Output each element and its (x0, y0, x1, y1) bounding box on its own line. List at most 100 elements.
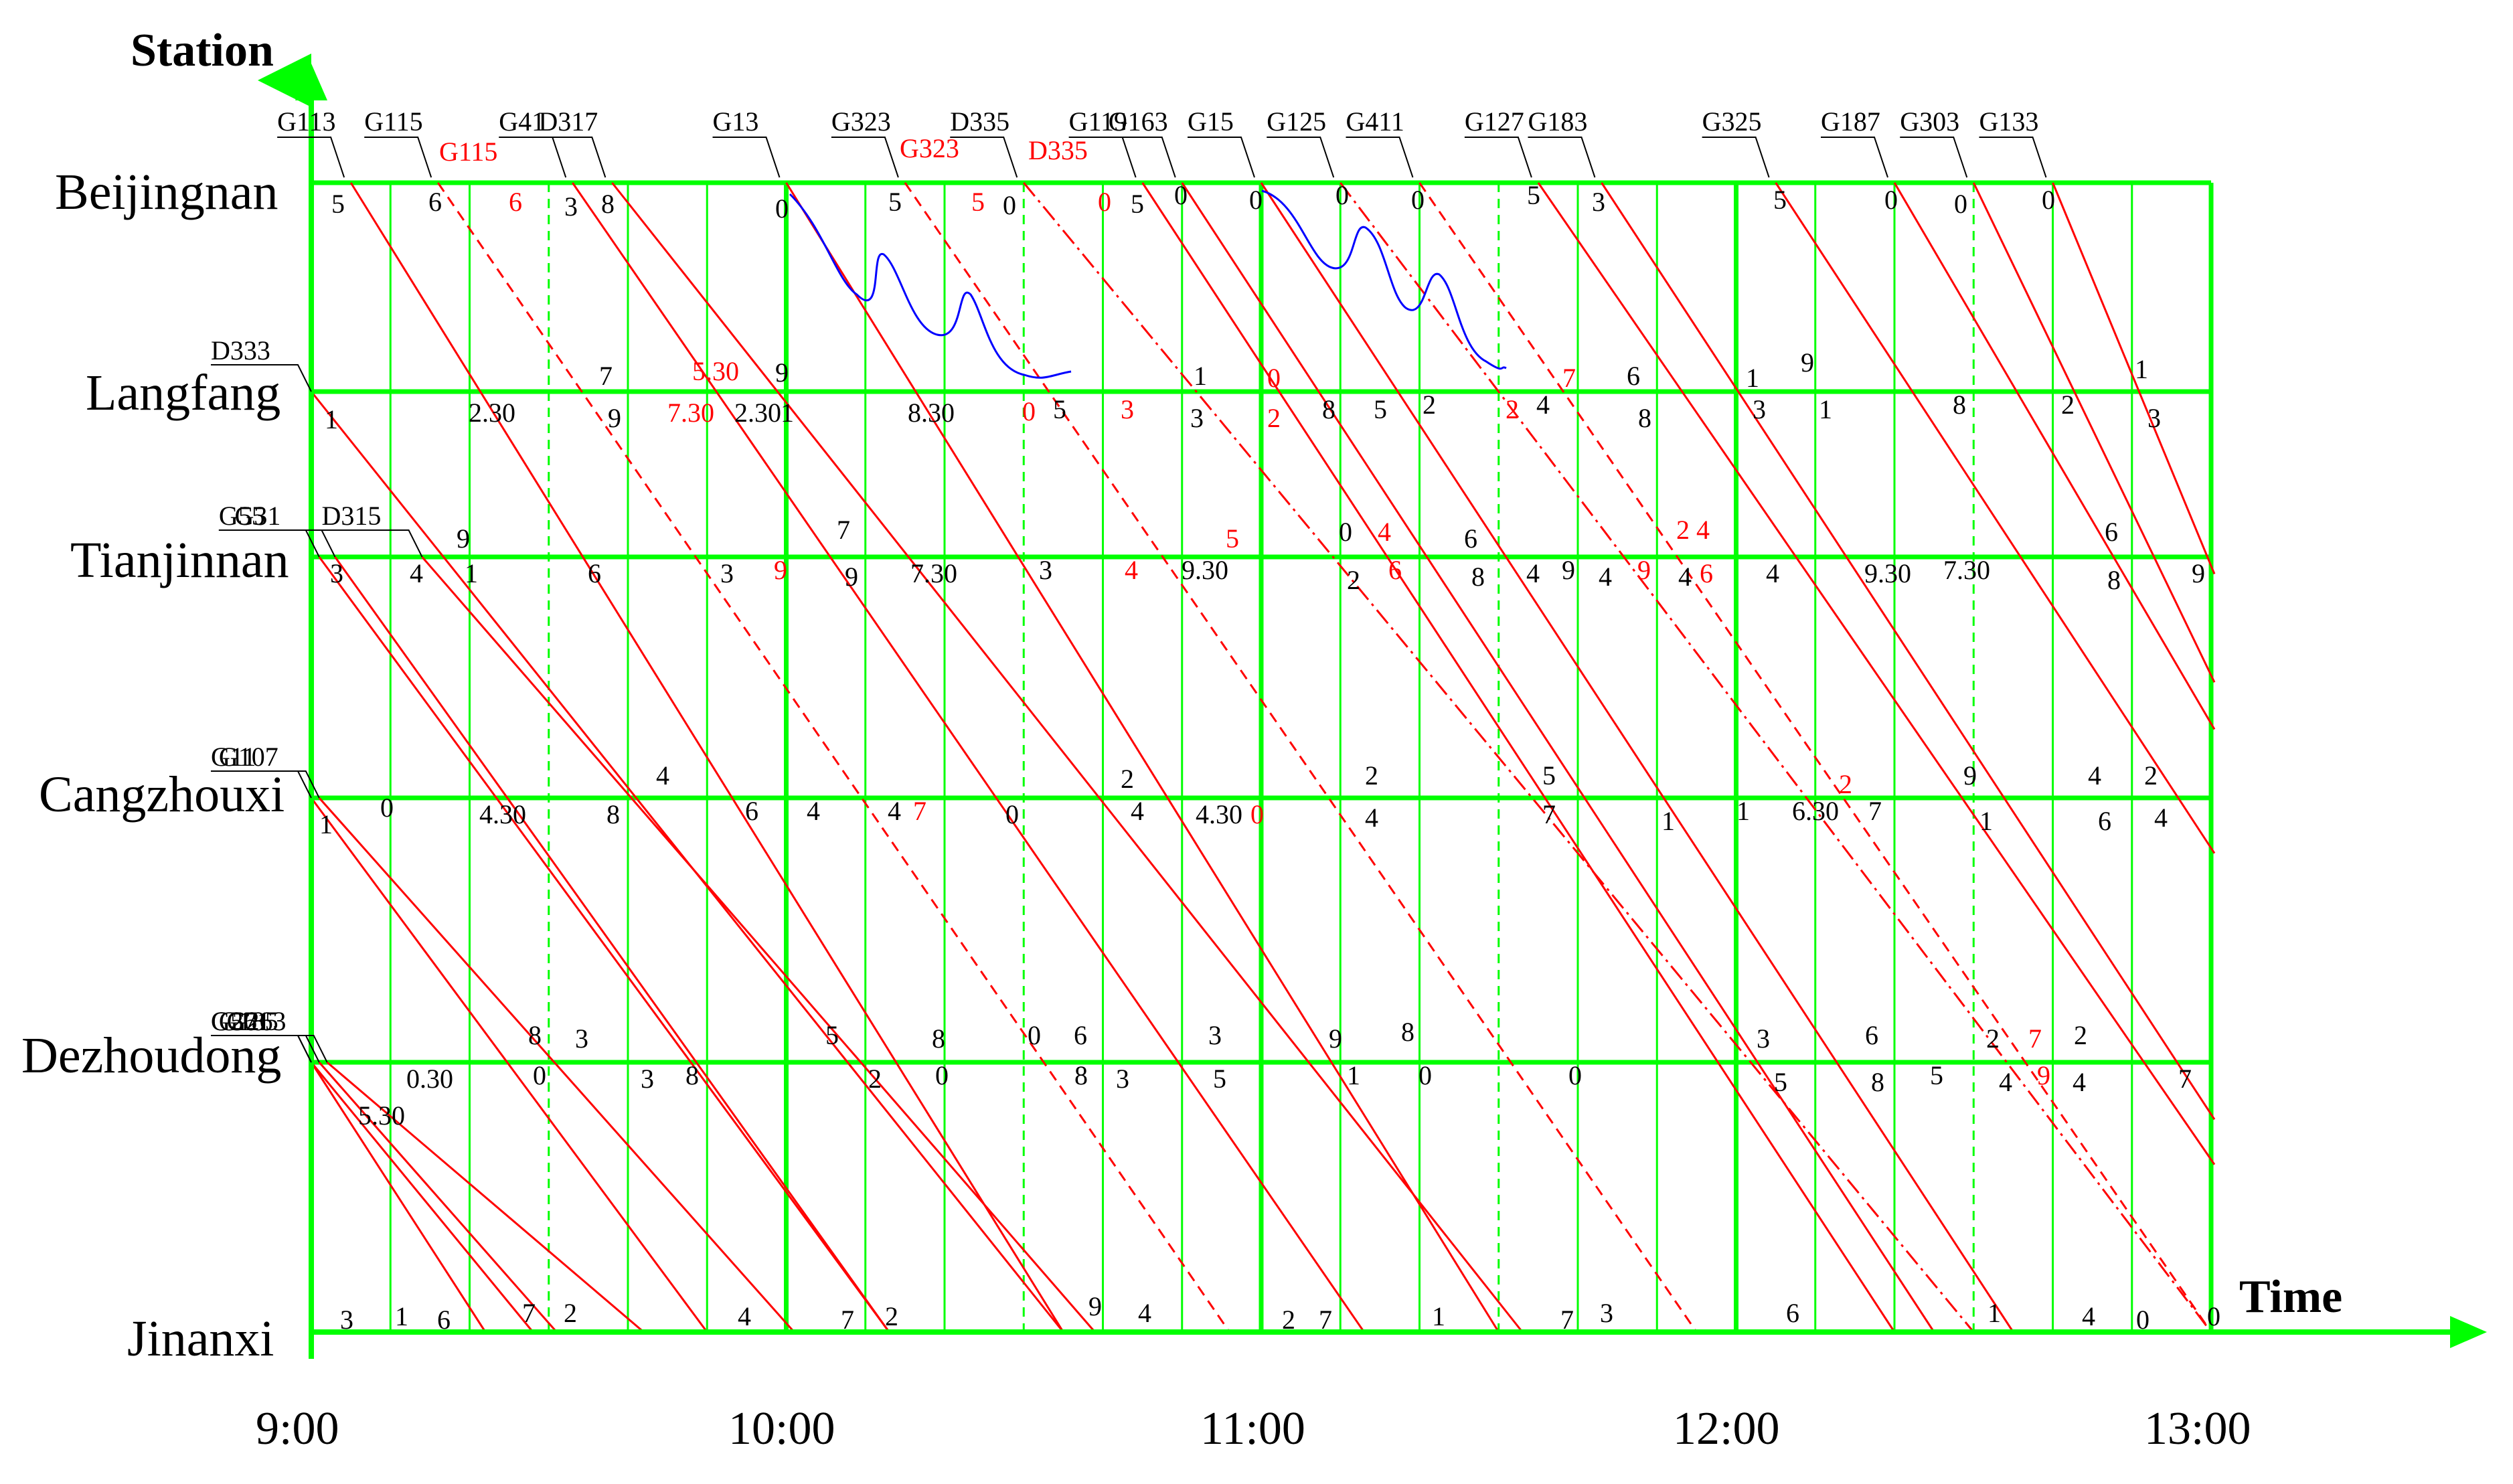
train-path-g115 (436, 182, 1230, 1333)
minute-label: 0 (1335, 180, 1349, 210)
train-name-g57: G57 (211, 1006, 257, 1036)
minute-label: 0 (775, 193, 789, 224)
minute-label: 4 (1766, 558, 1779, 588)
minute-label: 1 (1988, 1298, 2001, 1328)
minute-label: 9 (2192, 558, 2205, 588)
minute-label-red: 0 (1022, 396, 1036, 426)
minute-label: 0 (1174, 180, 1188, 210)
train-name-g11: G11 (211, 742, 256, 772)
minute-label: 7 (837, 515, 850, 545)
minute-label: 2 (2074, 1020, 2087, 1050)
minute-label-red: 2 (1676, 515, 1690, 545)
minute-label: 4 (1138, 1298, 1151, 1328)
minute-label: 2.30 (469, 398, 515, 428)
station-label-langfang: Langfang (86, 365, 280, 421)
minute-label: 6 (437, 1305, 451, 1335)
train-label-leader (1464, 137, 1532, 178)
train-label-leader (831, 137, 899, 178)
minute-label: 1 (1736, 796, 1750, 826)
minute-label: 2 (564, 1298, 577, 1328)
time-label-11: 11:00 (1200, 1403, 1305, 1455)
minute-label: 5 (825, 1020, 839, 1050)
train-label-leader (712, 137, 781, 178)
minute-label: 3 (1208, 1020, 1222, 1050)
train-path-g325 (1775, 182, 2216, 854)
minute-label: 0 (533, 1060, 546, 1090)
minute-label: 6 (1786, 1298, 1799, 1328)
minute-label-red: 7 (2028, 1023, 2042, 1054)
train-name-d317: D317 (538, 106, 598, 137)
y-axis-arrowhead (295, 64, 327, 100)
minute-label-red: 0 (1098, 187, 1111, 217)
axes (258, 54, 2487, 1359)
minute-label: 4 (1599, 562, 1612, 592)
minute-label: 5 (331, 189, 345, 219)
minute-label: 1 (1347, 1060, 1360, 1090)
minute-label: 6 (588, 558, 601, 588)
minute-label: 4 (1536, 390, 1550, 420)
minute-label: 8 (2107, 565, 2121, 595)
train-name-g125: G125 (1267, 106, 1326, 137)
train-path-g57 (310, 1062, 534, 1333)
minute-label: 5 (888, 187, 902, 217)
minute-label: 6 (2105, 517, 2118, 547)
train-label-leader (364, 137, 432, 178)
train-label-leader (499, 137, 567, 178)
minute-label: 9 (1088, 1291, 1102, 1321)
minute-label: 1 (395, 1301, 408, 1331)
station-label-dezhoudong: Dezhoudong (21, 1027, 281, 1084)
minute-label: 3 (1592, 187, 1605, 217)
train-name-red-d335: D335 (1028, 135, 1088, 165)
minute-label: 7 (2178, 1064, 2192, 1094)
minute-label: 8 (1401, 1017, 1414, 1047)
train-path-g113 (349, 182, 1064, 1333)
minute-label: 1 (1194, 361, 1207, 391)
minute-label: 8 (1638, 403, 1651, 433)
train-path-g107 (318, 797, 795, 1333)
minute-label: 4 (1365, 803, 1378, 833)
minute-label: 7 (1319, 1305, 1332, 1335)
minute-label: 9 (775, 357, 789, 388)
train-path-g41 (571, 182, 1365, 1333)
minute-label: 4 (1526, 558, 1540, 588)
train-name-g113: G113 (277, 106, 335, 137)
train-name-g163: G163 (1109, 106, 1168, 137)
minute-label-red: 7.30 (667, 398, 714, 428)
minute-label-red: 7 (1562, 363, 1576, 393)
train-path-g183 (1601, 182, 2216, 1121)
train-path-g119 (1141, 182, 1896, 1333)
minute-label-red: 2 (1506, 394, 1519, 424)
minute-label: 1 (1661, 806, 1675, 836)
minute-label: 0 (1418, 1060, 1432, 1090)
minute-label-red: 6 (1388, 555, 1402, 585)
minute-label: 4 (2082, 1301, 2095, 1331)
minute-label: 1 (1432, 1301, 1445, 1331)
minute-label: 2.30 (734, 398, 781, 428)
train-path-g323 (904, 182, 1698, 1333)
minute-label: 6 (1074, 1020, 1087, 1050)
train-label-leader (211, 1035, 312, 1063)
train-name-g107: G107 (219, 742, 278, 772)
minute-label: 7 (1560, 1305, 1574, 1335)
minute-label-red: 2 (1267, 403, 1281, 433)
minute-label: 4.30 (479, 799, 526, 829)
train-path-d335 (1023, 182, 1975, 1333)
minute-label: 7 (1868, 796, 1882, 826)
minute-label: 2 (1121, 764, 1134, 794)
minute-label-red: 5.30 (692, 356, 739, 386)
delay-wave-g13 (789, 193, 1072, 379)
minute-label: 3 (2147, 403, 2161, 433)
minute-label: 3 (641, 1064, 654, 1094)
minute-label: 3 (1190, 403, 1204, 433)
minute-label: 4 (1131, 796, 1144, 826)
minute-label: 9 (457, 523, 470, 554)
minute-label: 0 (1005, 799, 1019, 829)
minute-label-red: 2 (1839, 769, 1852, 799)
minute-label: 2 (1423, 390, 1436, 420)
minute-label: 0 (935, 1060, 949, 1090)
minute-label-red: 4 (1378, 517, 1391, 547)
minute-label: 3 (1753, 394, 1766, 424)
minute-label: 4 (410, 558, 423, 588)
x-axis-arrowhead (2450, 1316, 2487, 1348)
minute-label: 3 (564, 191, 578, 222)
